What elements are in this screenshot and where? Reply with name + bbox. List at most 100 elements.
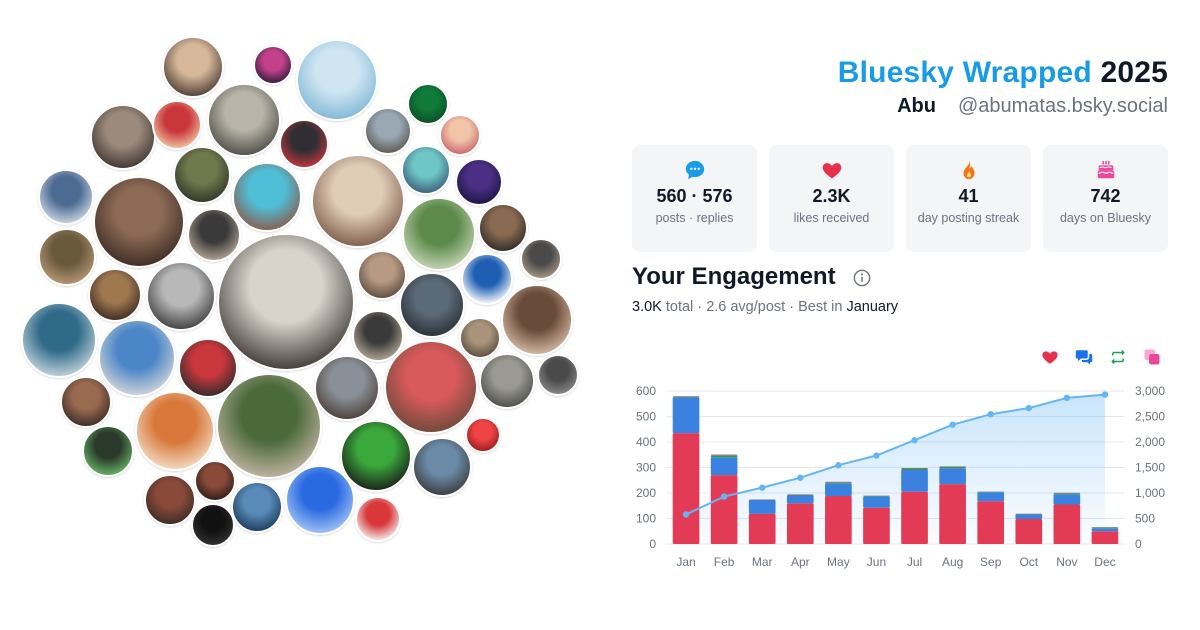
bar-segment [672, 433, 700, 544]
avatar [407, 83, 449, 125]
avatar [478, 203, 528, 253]
bar-segment [825, 483, 852, 497]
bar-segment [939, 468, 966, 485]
avatar [279, 119, 329, 169]
avatar [207, 83, 281, 157]
avatar [412, 437, 472, 497]
bar-segment [1015, 514, 1043, 520]
x-tick-label: Jun [867, 555, 886, 569]
bar-segment [748, 513, 776, 544]
x-tick-label: Nov [1056, 555, 1077, 569]
avatar [465, 417, 501, 453]
avatar [178, 338, 238, 398]
info-icon[interactable] [853, 269, 871, 287]
cumulative-point [1101, 391, 1109, 398]
bar-segment [825, 481, 852, 483]
avatar [355, 496, 401, 542]
avatar [98, 319, 176, 397]
bar-segment [901, 468, 928, 471]
avatar [285, 465, 355, 535]
avatar [216, 373, 322, 479]
y-right-tick-label: 1,500 [1135, 461, 1165, 475]
avatar [461, 253, 513, 305]
y-left-tick-label: 100 [636, 512, 656, 526]
y-right-tick-label: 0 [1135, 537, 1142, 551]
bar-segment [939, 466, 966, 469]
bar-segment [1015, 513, 1043, 515]
x-tick-label: Mar [752, 555, 773, 569]
stat-card-days: 742 days on Bluesky [1043, 145, 1168, 252]
x-tick-label: May [827, 555, 850, 569]
bar-segment [863, 507, 890, 544]
x-tick-label: Feb [714, 555, 735, 569]
likes-legend-icon[interactable] [1041, 348, 1059, 366]
bar-segment [1053, 504, 1081, 544]
quotes-legend-icon[interactable] [1143, 348, 1161, 366]
avatar [340, 420, 412, 492]
avatar [187, 208, 241, 262]
bar-segment [825, 496, 852, 544]
bar-segment [939, 466, 966, 467]
engagement-avg: 2.6 avg/post [706, 299, 786, 315]
stat-label: posts · replies [655, 211, 734, 225]
avatar [352, 310, 404, 362]
avatar [479, 353, 535, 409]
avatar [90, 104, 156, 170]
avatar [38, 228, 96, 286]
y-right-tick-label: 500 [1135, 512, 1155, 526]
bar-segment [1053, 493, 1081, 495]
bar-segment [1015, 519, 1043, 544]
y-left-tick-label: 0 [649, 537, 656, 551]
avatar [38, 169, 94, 225]
avatar [152, 100, 202, 150]
y-left-tick-label: 300 [636, 461, 656, 475]
engagement-total: 3.0K [632, 299, 662, 315]
bar-segment [1091, 531, 1119, 544]
replies-legend-icon[interactable] [1075, 348, 1093, 366]
avatar [501, 284, 573, 356]
wrapped-year: 2025 [1100, 56, 1168, 89]
stat-card-streak: 41 day posting streak [906, 145, 1031, 252]
y-right-tick-label: 2,000 [1135, 435, 1165, 449]
avatar [93, 176, 185, 268]
cumulative-point [949, 421, 956, 428]
bar-segment [710, 454, 738, 456]
avatar [455, 158, 503, 206]
stat-value: 41 [958, 186, 979, 206]
avatar [144, 474, 196, 526]
avatar [194, 460, 236, 502]
stat-label: likes received [793, 211, 870, 225]
x-tick-label: Jan [676, 555, 695, 569]
cumulative-point [1025, 404, 1032, 412]
avatar [357, 250, 407, 300]
user-handle: @abumatas.bsky.social [957, 95, 1168, 117]
stat-card-posts: 560 · 576 posts · replies [632, 145, 757, 252]
cumulative-point [873, 452, 880, 459]
avatar [296, 39, 378, 121]
stat-label: day posting streak [917, 211, 1020, 225]
avatar [231, 481, 283, 533]
avatar [311, 154, 405, 248]
bar-segment [672, 397, 700, 434]
reposts-legend-icon[interactable] [1109, 348, 1127, 366]
y-right-tick-label: 2,500 [1135, 410, 1165, 424]
bar-segment [672, 396, 700, 397]
bar-segment [863, 496, 890, 508]
avatar [191, 503, 235, 547]
cumulative-line [685, 393, 1106, 516]
avatar [439, 114, 481, 156]
x-tick-label: Sep [980, 555, 1002, 569]
stat-value: 560 · 576 [656, 186, 733, 206]
x-tick-label: Jul [907, 555, 922, 569]
y-left-tick-label: 600 [636, 384, 656, 398]
stat-card-likes: 2.3K likes received [769, 145, 894, 252]
avatar [217, 233, 355, 371]
avatar [459, 317, 501, 359]
brand-name: Bluesky Wrapped [837, 56, 1092, 89]
user-line: Abu @abumatas.bsky.social [897, 95, 1168, 118]
bar-segment [786, 503, 814, 544]
bar-segment [1091, 528, 1119, 532]
x-tick-label: Dec [1094, 555, 1115, 569]
avatar [232, 162, 302, 232]
bar-segment [977, 501, 1005, 544]
